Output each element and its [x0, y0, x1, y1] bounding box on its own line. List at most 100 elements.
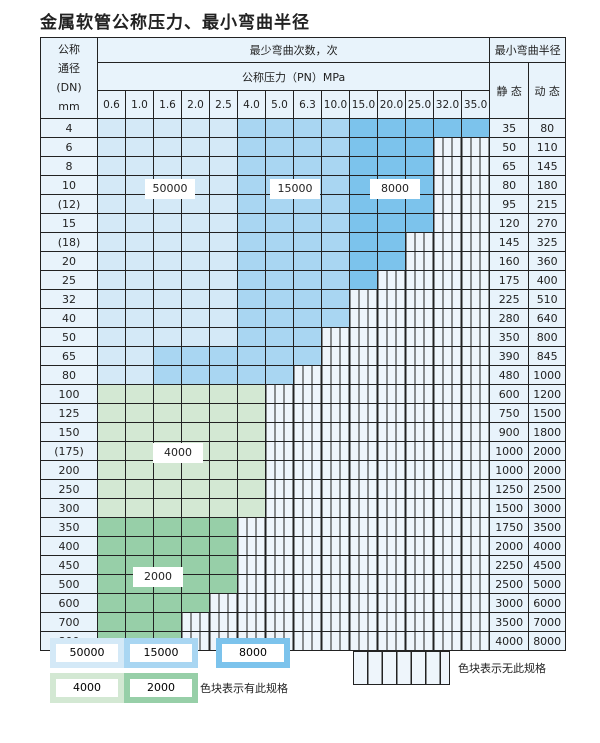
- static-radius-cell: 750: [489, 403, 530, 423]
- spec-cell-50000: [153, 156, 182, 176]
- dynamic-radius-cell: 1500: [528, 403, 567, 423]
- spec-cell-4000: [237, 498, 266, 518]
- no-spec-cell: [460, 156, 491, 176]
- spec-cell-50000: [125, 232, 154, 252]
- no-spec-cell: [433, 536, 462, 556]
- spec-cell-15000: [237, 137, 266, 157]
- spec-cell-15000: [265, 213, 294, 233]
- spec-cell-15000: [321, 194, 350, 214]
- spec-cell-8000: [377, 251, 406, 271]
- spec-cell-4000: [237, 479, 266, 499]
- spec-cell-2000: [97, 612, 126, 632]
- spec-cell-4000: [209, 384, 238, 404]
- dynamic-radius-cell: 3500: [528, 517, 567, 537]
- no-spec-cell: [460, 498, 491, 518]
- no-spec-cell: [265, 612, 294, 632]
- no-spec-cell: [460, 327, 491, 347]
- spec-cell-15000: [265, 327, 294, 347]
- spec-cell-8000: [349, 213, 378, 233]
- no-spec-cell: [265, 498, 294, 518]
- spec-cell-15000: [153, 346, 182, 366]
- spec-cell-15000: [209, 365, 238, 385]
- no-spec-cell: [405, 536, 434, 556]
- spec-cell-50000: [97, 308, 126, 328]
- spec-cell-50000: [209, 289, 238, 309]
- spec-cell-2000: [181, 517, 210, 537]
- spec-cell-2000: [209, 536, 238, 556]
- no-spec-cell: [377, 308, 406, 328]
- no-spec-cell: [293, 631, 322, 651]
- pressure-column-header: 2.5: [209, 90, 238, 119]
- spec-cell-4000: [237, 460, 266, 480]
- no-spec-cell: [460, 308, 491, 328]
- dn-cell: 200: [40, 460, 98, 480]
- spec-cell-4000: [237, 403, 266, 423]
- static-radius-cell: 900: [489, 422, 530, 442]
- dynamic-radius-cell: 110: [528, 137, 567, 157]
- no-spec-cell: [321, 327, 350, 347]
- spec-cell-8000: [405, 213, 434, 233]
- no-spec-cell: [265, 403, 294, 423]
- no-spec-cell: [405, 612, 434, 632]
- pressure-column-header: 2.0: [181, 90, 210, 119]
- spec-cell-50000: [97, 194, 126, 214]
- static-radius-cell: 480: [489, 365, 530, 385]
- spec-cell-50000: [125, 156, 154, 176]
- no-spec-cell: [460, 479, 491, 499]
- spec-cell-8000: [349, 118, 378, 138]
- spec-cell-15000: [237, 251, 266, 271]
- no-spec-cell: [433, 308, 462, 328]
- no-spec-cell: [460, 460, 491, 480]
- dn-cell: 8: [40, 156, 98, 176]
- spec-cell-50000: [181, 289, 210, 309]
- no-spec-cell: [377, 593, 406, 613]
- spec-cell-15000: [293, 213, 322, 233]
- no-spec-cell: [349, 479, 378, 499]
- no-spec-cell: [433, 270, 462, 290]
- spec-cell-4000: [181, 460, 210, 480]
- spec-cell-50000: [125, 213, 154, 233]
- spec-cell-4000: [153, 479, 182, 499]
- no-spec-cell: [405, 365, 434, 385]
- dynamic-radius-cell: 360: [528, 251, 567, 271]
- static-radius-cell: 3000: [489, 593, 530, 613]
- spec-cell-2000: [181, 574, 210, 594]
- dn-cell: 100: [40, 384, 98, 404]
- no-spec-cell: [460, 289, 491, 309]
- static-radius-cell: 2500: [489, 574, 530, 594]
- spec-cell-4000: [153, 422, 182, 442]
- table-row: 40 280 640: [40, 308, 567, 328]
- no-spec-cell: [321, 441, 350, 461]
- spec-cell-50000: [209, 213, 238, 233]
- dynamic-radius-cell: 2000: [528, 441, 567, 461]
- table-row: 200 1000 2000: [40, 460, 567, 480]
- no-spec-cell: [377, 631, 406, 651]
- dynamic-radius-cell: 1200: [528, 384, 567, 404]
- spec-cell-50000: [181, 308, 210, 328]
- no-spec-cell: [377, 384, 406, 404]
- static-radius-cell: 35: [489, 118, 530, 138]
- no-spec-cell: [433, 517, 462, 537]
- spec-cell-4000: [181, 384, 210, 404]
- spec-cell-15000: [265, 365, 294, 385]
- dynamic-radius-cell: 400: [528, 270, 567, 290]
- spec-cell-50000: [97, 213, 126, 233]
- no-spec-cell: [321, 555, 350, 575]
- spec-cell-50000: [97, 175, 126, 195]
- spec-cell-50000: [209, 118, 238, 138]
- dn-cell: 50: [40, 327, 98, 347]
- table-row: 600 3000 6000: [40, 593, 567, 613]
- no-spec-cell: [209, 612, 238, 632]
- no-spec-cell: [433, 555, 462, 575]
- table-row: 15 120 270: [40, 213, 567, 233]
- static-radius-cell: 1750: [489, 517, 530, 537]
- table-row: 4 35 80: [40, 118, 567, 138]
- spec-cell-15000: [265, 308, 294, 328]
- no-spec-cell: [460, 403, 491, 423]
- dynamic-radius-cell: 510: [528, 289, 567, 309]
- dynamic-radius-cell: 325: [528, 232, 567, 252]
- region-label-4000: 4000: [153, 443, 203, 463]
- spec-cell-8000: [349, 156, 378, 176]
- spec-cell-50000: [97, 365, 126, 385]
- no-spec-cell: [349, 422, 378, 442]
